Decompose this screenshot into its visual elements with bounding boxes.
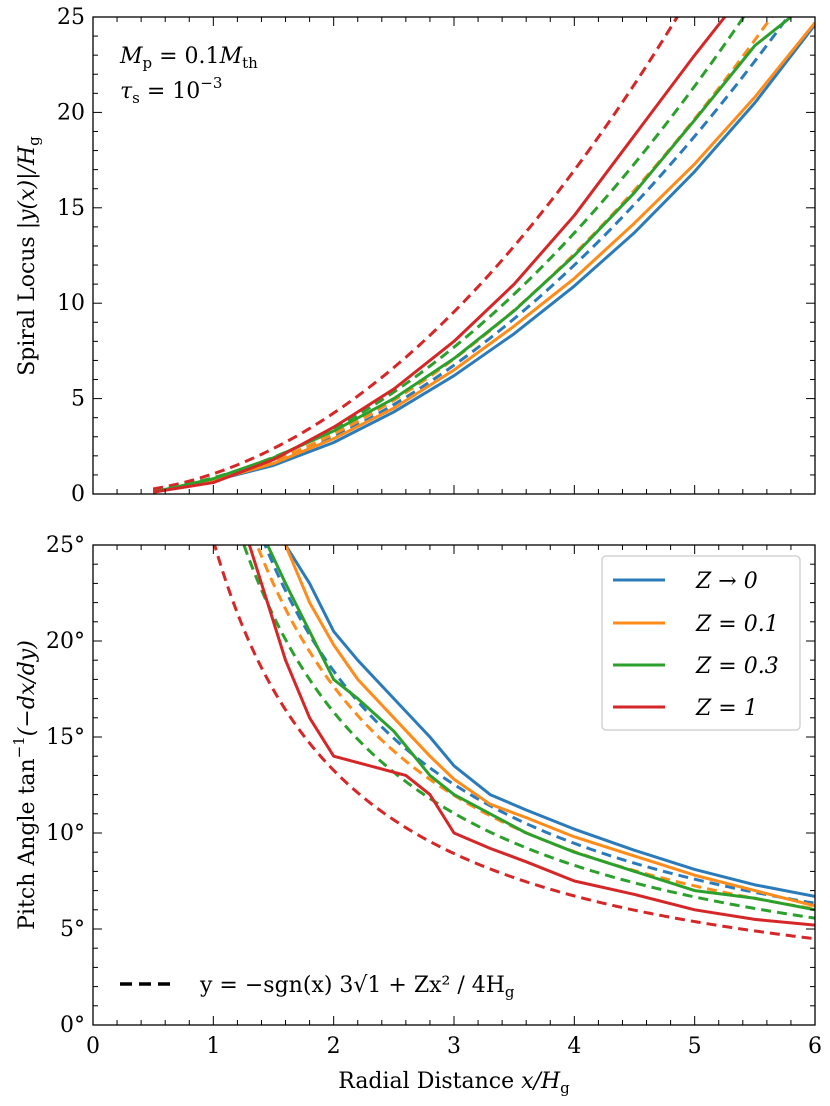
bottom-xtick-label: 0: [86, 1034, 100, 1059]
top-ytick-label: 15: [57, 196, 85, 221]
legend-label-z1: Z = 1: [695, 696, 758, 721]
bottom-xtick-label: 6: [808, 1034, 822, 1059]
top-panel: 0 5 10 15 20 25 Mp = 0.1Mth τs = 10−3 Spiral …: [15, 5, 816, 507]
annotation-mass: Mp = 0.1Mth: [119, 44, 258, 72]
top-series-line-red: [152, 17, 726, 494]
bottom-ytick-label: 25°: [46, 533, 85, 558]
bottom-ticks: 0° 5° 10° 15° 20° 25° 0 1 2 3 4 5 6: [46, 533, 822, 1059]
legend-label-z0: Z → 0: [695, 569, 758, 594]
bottom-ytick-label: 0°: [60, 1013, 85, 1038]
top-model-dashed-red: [152, 17, 679, 491]
bottom-series-line-blue: [284, 545, 815, 898]
legend-label-z01: Z = 0.1: [695, 612, 779, 637]
bottom-panel: 0° 5° 10° 15° 20° 25° 0 1 2 3 4 5 6 Z → 0 Z = 0.1 Z …: [10, 533, 822, 1097]
annotation-tau: τs = 10−3: [120, 74, 222, 107]
legend: Z → 0 Z = 0.1 Z = 0.3 Z = 1: [601, 555, 801, 731]
top-plot-area: [152, 17, 815, 494]
legend-frame: [601, 555, 801, 731]
dashed-legend-text: y = −sgn(x) 3√1 + Zx² / 4Hg: [199, 973, 515, 1001]
top-ylabel: Spiral Locus |y(x)|/Hg: [15, 136, 43, 376]
top-ytick-label: 10: [57, 291, 85, 316]
bottom-series-line-orange: [284, 545, 815, 908]
bottom-xtick-label: 4: [567, 1034, 581, 1059]
bottom-plot-area: [213, 545, 815, 941]
bottom-model-dashed-green: [242, 545, 815, 920]
top-ytick-label: 25: [57, 5, 85, 30]
legend-label-z03: Z = 0.3: [695, 654, 779, 679]
bottom-model-dashed-red: [213, 545, 815, 941]
top-ytick-label: 20: [57, 100, 85, 125]
bottom-series-line-green: [266, 545, 815, 912]
bottom-xtick-label: 5: [688, 1034, 702, 1059]
bottom-xtick-label: 1: [206, 1034, 220, 1059]
bottom-model-dashed-blue: [263, 545, 815, 905]
bottom-ytick-label: 10°: [46, 821, 85, 846]
bottom-ytick-label: 5°: [60, 917, 85, 942]
bottom-xtick-label: 2: [327, 1034, 341, 1059]
top-model-dashed-green: [152, 17, 746, 492]
top-ytick-label: 5: [71, 387, 85, 412]
bottom-ylabel: Pitch Angle tan−1(−dx/dy): [10, 640, 40, 930]
bottom-xtick-label: 3: [447, 1034, 461, 1059]
top-model-dashed-orange: [152, 17, 774, 492]
top-ytick-label: 0: [71, 482, 85, 507]
top-series-line-blue: [152, 23, 815, 494]
bottom-series-line-red: [247, 545, 815, 927]
top-series-line-orange: [152, 21, 815, 494]
bottom-ytick-label: 15°: [46, 725, 85, 750]
bottom-model-dashed-orange: [255, 545, 815, 911]
bottom-ytick-label: 20°: [46, 629, 85, 654]
xlabel: Radial Distance x/Hg: [338, 1069, 570, 1097]
top-ticks: 0 5 10 15 20 25: [57, 5, 816, 507]
top-series-line-green: [152, 17, 792, 494]
top-model-dashed-blue: [152, 17, 790, 492]
